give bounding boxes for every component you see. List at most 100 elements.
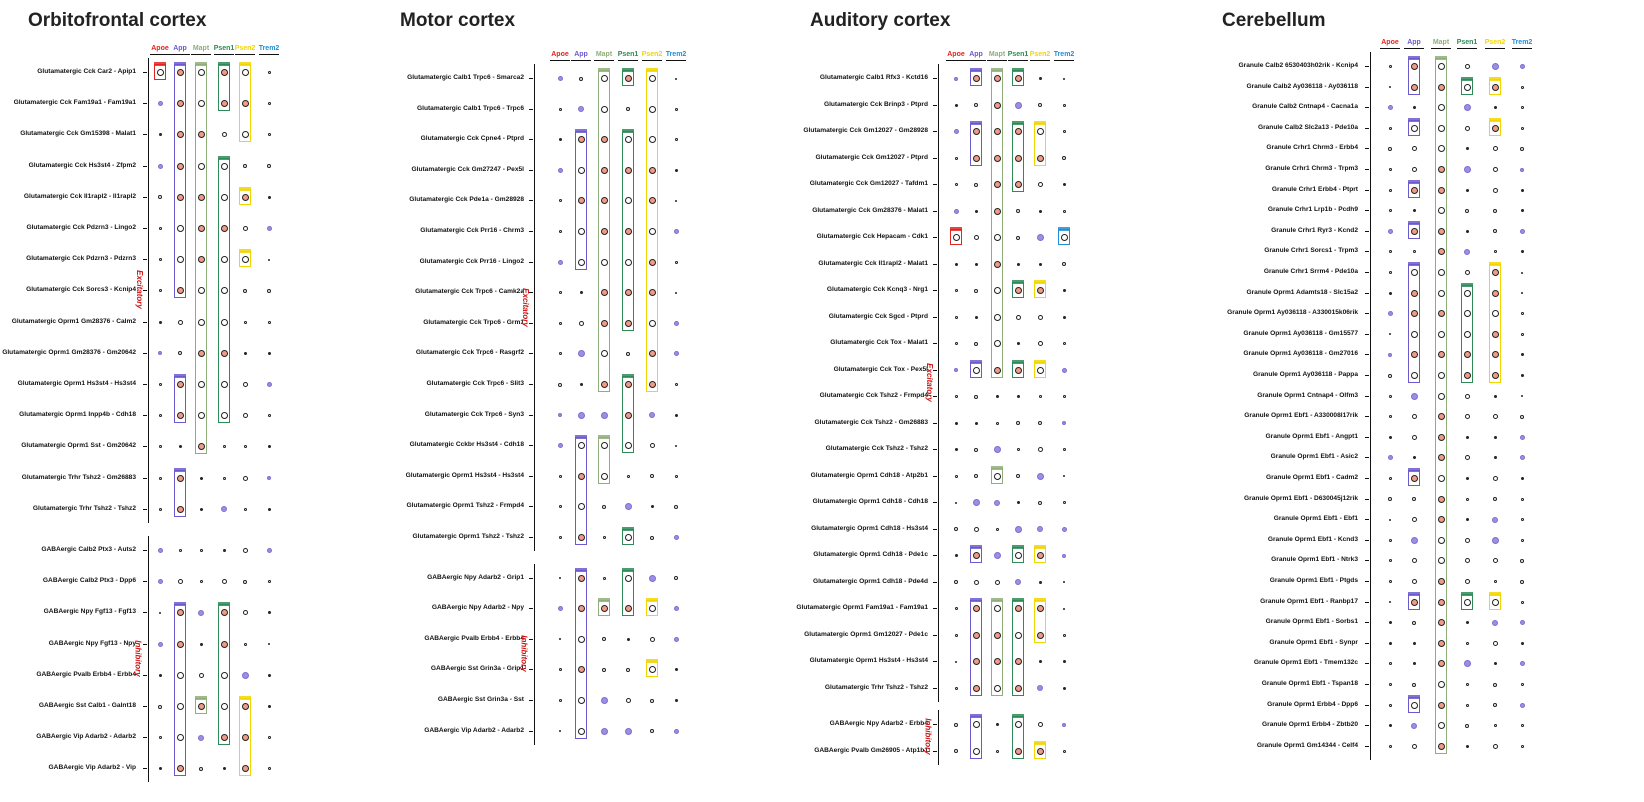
dot-mapt — [993, 472, 1001, 480]
dot-psen2 — [648, 166, 656, 174]
row-tick — [143, 477, 147, 479]
dot-mapt — [600, 350, 608, 358]
dot-mapt — [600, 442, 608, 450]
header-underline — [1380, 48, 1400, 49]
row-tick — [143, 165, 147, 167]
dot-mapt — [198, 672, 204, 678]
dot-app — [1411, 743, 1417, 749]
row-tick — [143, 446, 147, 448]
dot-psen1 — [1014, 552, 1022, 559]
dot-apoe — [558, 291, 562, 295]
row-label: Glutamatergic Cck Kcnq3 - Nrg1 — [826, 286, 928, 293]
row-tick — [143, 103, 147, 105]
row-tick — [933, 475, 937, 477]
dot-mapt — [993, 181, 1001, 188]
row-label: Glutamatergic Cck Gm12027 - Ptprd — [815, 153, 929, 161]
dot-apoe — [557, 167, 563, 173]
row-label: Glutamatergic Cck Gm15398 - Malat1 — [20, 130, 136, 138]
row-label: Glutamatergic Cck Prr16 - Chrm3 — [420, 227, 524, 234]
dot-psen2 — [1038, 209, 1042, 213]
dot-apoe — [158, 258, 162, 262]
dot-app — [1410, 536, 1418, 544]
row-tick — [529, 108, 533, 110]
row-label: Granule Calb2 Ay036118 - Ay036118 — [1246, 82, 1358, 90]
dot-app — [1410, 227, 1418, 235]
dot-mapt — [1437, 722, 1445, 730]
dot-app — [974, 474, 978, 478]
highlight-cap — [970, 121, 982, 125]
row-label: Glutamatergic Cck Trpc6 - Slit3 — [426, 380, 524, 387]
gene-header-psen2: Psen2 — [1029, 51, 1051, 58]
dot-psen2 — [1491, 536, 1499, 544]
panel-title: Auditory cortex — [810, 10, 951, 31]
dot-trem2 — [1520, 312, 1524, 316]
dot-trem2 — [267, 476, 271, 481]
dot-psen1 — [1463, 83, 1471, 91]
row-label: GABAergic Vip Adarb2 - Adarb2 — [36, 733, 136, 741]
dot-psen2 — [1493, 208, 1497, 213]
dot-trem2 — [673, 351, 679, 357]
dot-apoe — [954, 342, 958, 345]
dot-app — [177, 319, 183, 325]
dot-trem2 — [266, 548, 272, 553]
dot-trem2 — [675, 77, 677, 80]
dot-trem2 — [1062, 501, 1066, 504]
dot-trem2 — [1520, 332, 1524, 336]
dot-mapt — [600, 472, 608, 480]
dot-psen1 — [1014, 154, 1022, 162]
dot-app — [974, 421, 978, 425]
highlight-cap — [991, 68, 1003, 72]
dot-mapt — [600, 258, 608, 266]
dot-psen2 — [1036, 552, 1044, 559]
dot-psen2 — [241, 69, 249, 76]
dot-app — [1410, 269, 1418, 276]
dot-apoe — [955, 660, 957, 663]
row-tick — [1365, 704, 1369, 706]
group-label-inhibitory: Inhibitory — [519, 635, 529, 672]
dot-apoe — [158, 289, 162, 293]
dot-psen1 — [1014, 128, 1022, 135]
highlight-box-app — [575, 437, 587, 545]
row-label: Granule Calb2 6530403h02rik - Kcnip4 — [1238, 62, 1358, 69]
gene-header-apoe: Apoe — [551, 51, 569, 58]
highlight-cap — [1034, 359, 1046, 364]
row-label: Glutamatergic Oprm1 Cdh18 - Atp2b1 — [810, 471, 928, 479]
dot-apoe — [158, 445, 162, 449]
row-label: Glutamatergic Cck Sgcd - Ptprd — [828, 312, 928, 320]
dot-trem2 — [675, 291, 677, 294]
dot-trem2 — [267, 414, 271, 418]
highlight-cap — [1012, 714, 1024, 718]
dot-mapt — [1437, 269, 1445, 276]
row-label: Glutamatergic Cck Il1rapl2 - Malat1 — [818, 259, 928, 267]
dot-psen2 — [1491, 351, 1499, 359]
dot-psen1 — [624, 289, 632, 297]
dot-app — [972, 75, 980, 82]
dot-trem2 — [1519, 228, 1525, 234]
dot-app — [176, 505, 184, 513]
dot-psen2 — [650, 474, 654, 479]
dot-app — [974, 447, 978, 452]
dot-trem2 — [1062, 553, 1066, 558]
dot-mapt — [199, 476, 203, 480]
dot-app — [1410, 310, 1418, 318]
dot-apoe — [954, 448, 958, 451]
row-label: Granule Oprm1 Gm14344 - Celf4 — [1256, 741, 1358, 749]
highlight-cap — [598, 598, 610, 603]
dot-mapt — [993, 552, 1001, 559]
dot-app — [577, 534, 585, 541]
dot-psen2 — [1038, 77, 1042, 80]
highlight-cap — [218, 155, 230, 160]
dot-apoe — [1388, 662, 1392, 666]
highlight-cap — [646, 598, 658, 603]
highlight-cap — [950, 227, 962, 231]
dot-psen1 — [1016, 209, 1020, 213]
dot-psen1 — [1465, 703, 1469, 707]
dot-trem2 — [1063, 607, 1065, 610]
row-tick — [933, 449, 937, 450]
dot-app — [178, 549, 182, 552]
highlight-box-mapt — [1435, 58, 1447, 754]
dot-trem2 — [266, 226, 272, 231]
dot-apoe — [1388, 621, 1392, 625]
dot-mapt — [600, 136, 608, 144]
gene-header-trem2: Trem2 — [258, 45, 280, 52]
